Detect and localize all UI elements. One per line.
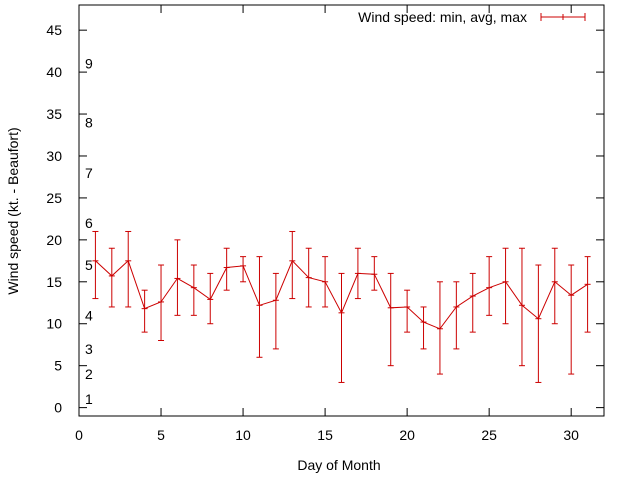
beaufort-label: 9 [85,56,93,72]
y-tick-label: 25 [46,190,62,206]
plot-border [78,4,605,417]
beaufort-scale: 1 2 3 4 5 6 7 8 9 [85,56,93,408]
y-tick-label: 0 [54,400,62,416]
y-tick-label: 45 [46,22,62,38]
legend-label: Wind speed: min, avg, max [358,9,527,25]
y-tick-label: 5 [54,358,62,374]
x-tick-label: 5 [157,427,165,443]
beaufort-label: 8 [85,114,93,130]
y-tick-label: 20 [46,232,62,248]
beaufort-label: 7 [85,165,93,181]
beaufort-label: 2 [85,366,93,382]
x-tick-label: 20 [399,427,415,443]
y-tick-label: 40 [46,64,62,80]
beaufort-label: 5 [85,257,93,273]
beaufort-label: 3 [85,341,93,357]
x-tick-label: 25 [481,427,497,443]
beaufort-label: 6 [85,215,93,231]
series-wind-speed [92,230,591,383]
beaufort-label: 1 [85,391,93,407]
legend: Wind speed: min, avg, max [358,9,586,25]
y-tick-label: 35 [46,106,62,122]
y-tick-label: 30 [46,148,62,164]
y-tick-label: 10 [46,316,62,332]
x-tick-label: 15 [317,427,333,443]
x-tick-label: 10 [235,427,251,443]
y-tick-label: 15 [46,274,62,290]
x-tick-label: 0 [75,427,83,443]
y-axis-label: Wind speed (kt. - Beaufort) [5,127,21,294]
x-axis-label: Day of Month [297,457,380,473]
beaufort-label: 4 [85,307,93,323]
x-tick-label: 30 [563,427,579,443]
